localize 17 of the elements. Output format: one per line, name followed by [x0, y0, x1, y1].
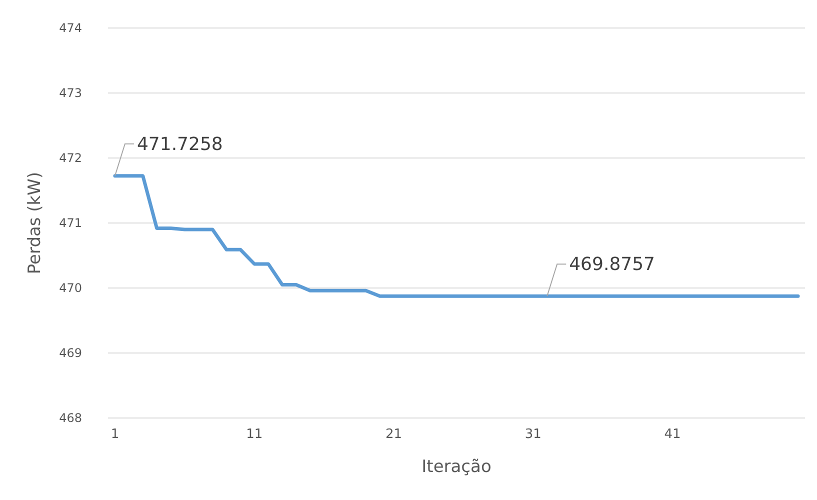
line-series: [113, 174, 800, 298]
x-tick-label: 31: [524, 427, 542, 442]
y-tick-label: 474: [59, 21, 82, 36]
y-tick-label: 469: [59, 346, 82, 360]
y-tick-label: 473: [59, 86, 82, 100]
y-tick-label: 471: [59, 216, 82, 230]
x-axis-title: Iteração: [422, 457, 492, 477]
y-axis-title: Perdas (kW): [25, 172, 45, 274]
x-tick-label: 41: [664, 427, 681, 442]
x-tick-label: 11: [246, 427, 263, 442]
data-label: 469.8757: [569, 254, 655, 276]
data-label: 471.7258: [136, 134, 223, 155]
x-tick-label: 1: [110, 427, 120, 442]
y-tick-label: 470: [59, 281, 82, 296]
y-tick-label: 468: [59, 411, 82, 426]
x-tick-label: 21: [385, 427, 402, 442]
y-tick-label: 472: [59, 151, 82, 166]
